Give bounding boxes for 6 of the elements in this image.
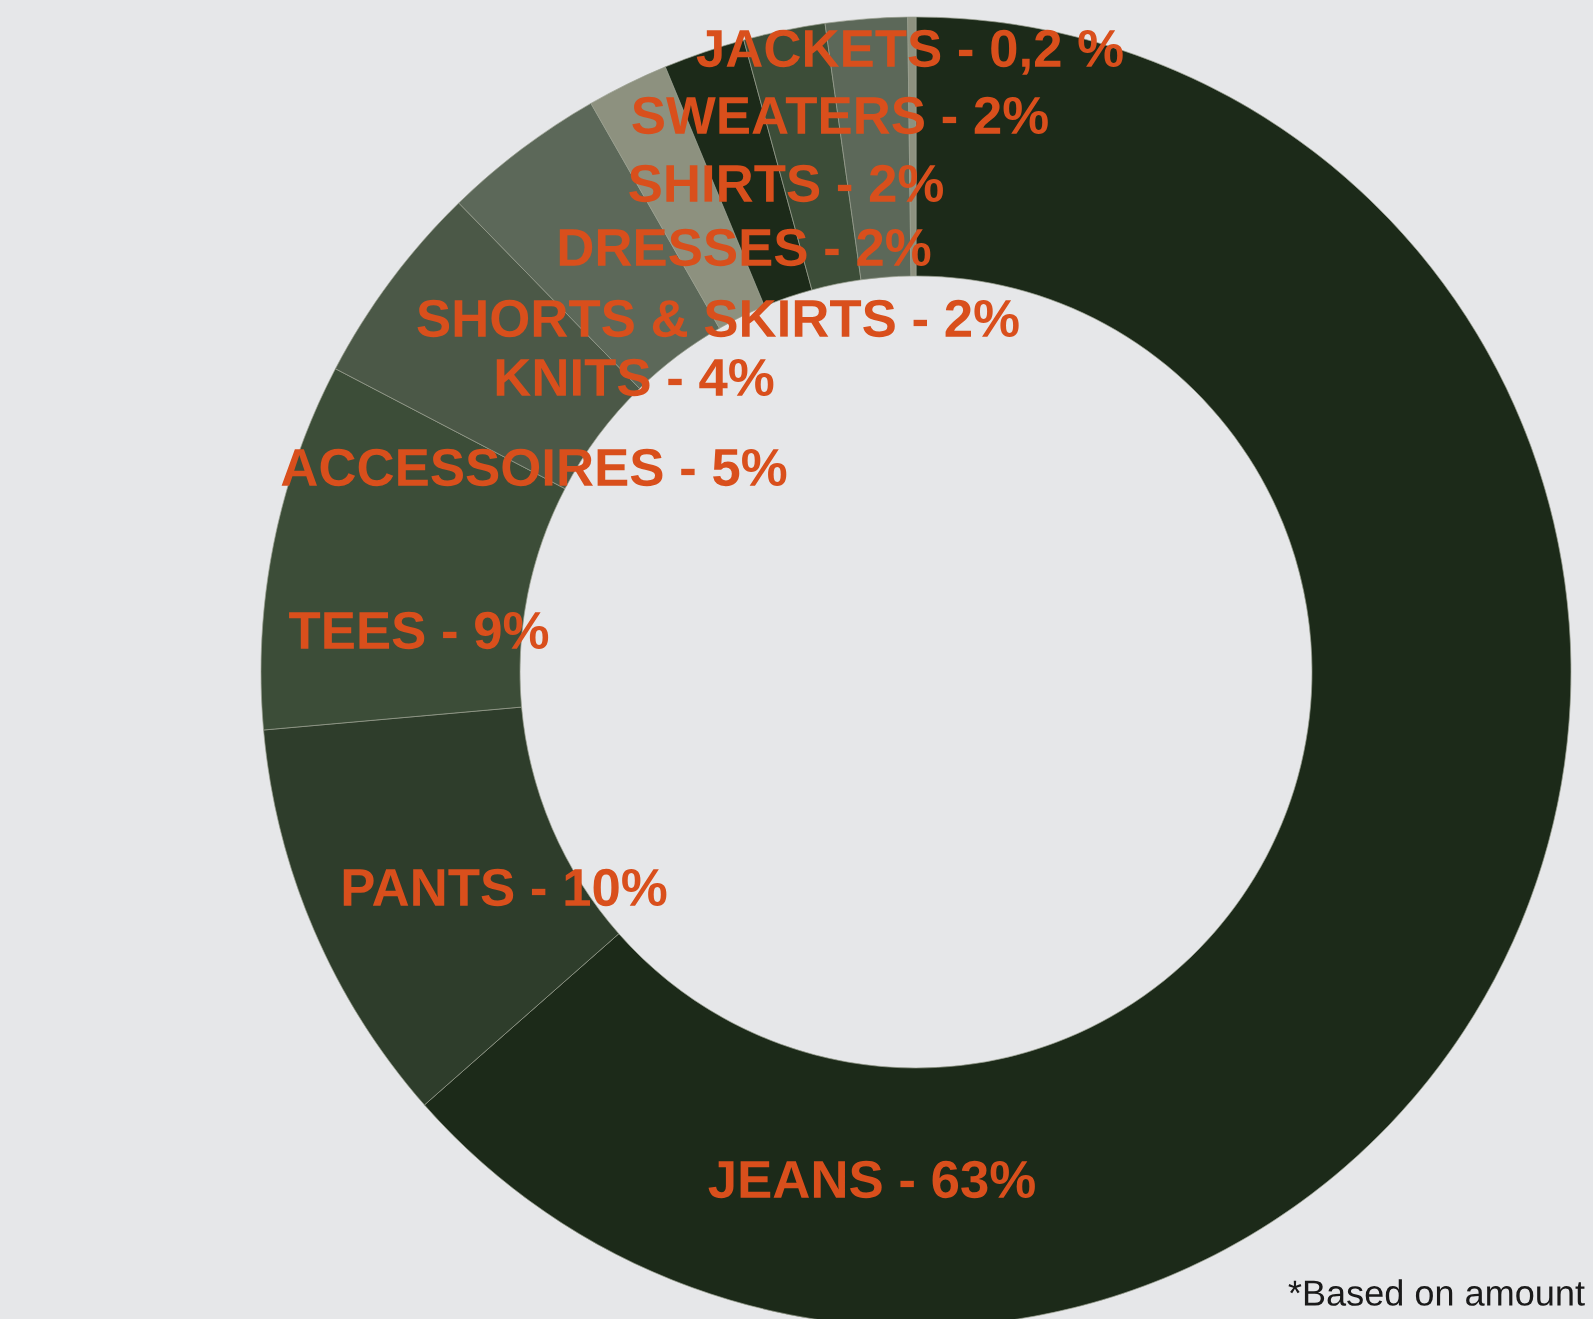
slice-label: SWEATERS - 2% [632,96,1048,135]
slice-label: DRESSES - 2% [559,228,931,267]
slice-label: JEANS - 63% [708,1160,1035,1199]
slice-label: SHIRTS - 2% [629,164,943,203]
slice-label: KNITS - 4% [496,358,774,397]
text: *Based on amount [1288,1279,1585,1306]
